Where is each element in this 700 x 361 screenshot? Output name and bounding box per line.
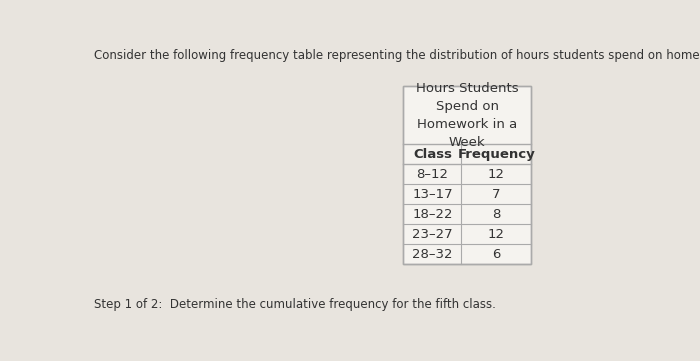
Text: Hours Students
Spend on
Homework in a
Week: Hours Students Spend on Homework in a We…	[416, 82, 519, 149]
Text: 23–27: 23–27	[412, 228, 453, 241]
Text: 28–32: 28–32	[412, 248, 453, 261]
Text: Frequency: Frequency	[457, 148, 536, 161]
Text: 18–22: 18–22	[412, 208, 453, 221]
Text: 7: 7	[492, 188, 500, 201]
Text: 6: 6	[492, 248, 500, 261]
Text: 8–12: 8–12	[416, 168, 449, 181]
Text: Class: Class	[413, 148, 452, 161]
Text: 12: 12	[488, 168, 505, 181]
Text: Step 1 of 2:  Determine the cumulative frequency for the fifth class.: Step 1 of 2: Determine the cumulative fr…	[94, 297, 496, 310]
Bar	[403, 86, 531, 264]
Bar	[403, 86, 531, 264]
Text: 8: 8	[492, 208, 500, 221]
Text: 12: 12	[488, 228, 505, 241]
Text: 13–17: 13–17	[412, 188, 453, 201]
Text: Consider the following frequency table representing the distribution of hours st: Consider the following frequency table r…	[94, 49, 700, 62]
